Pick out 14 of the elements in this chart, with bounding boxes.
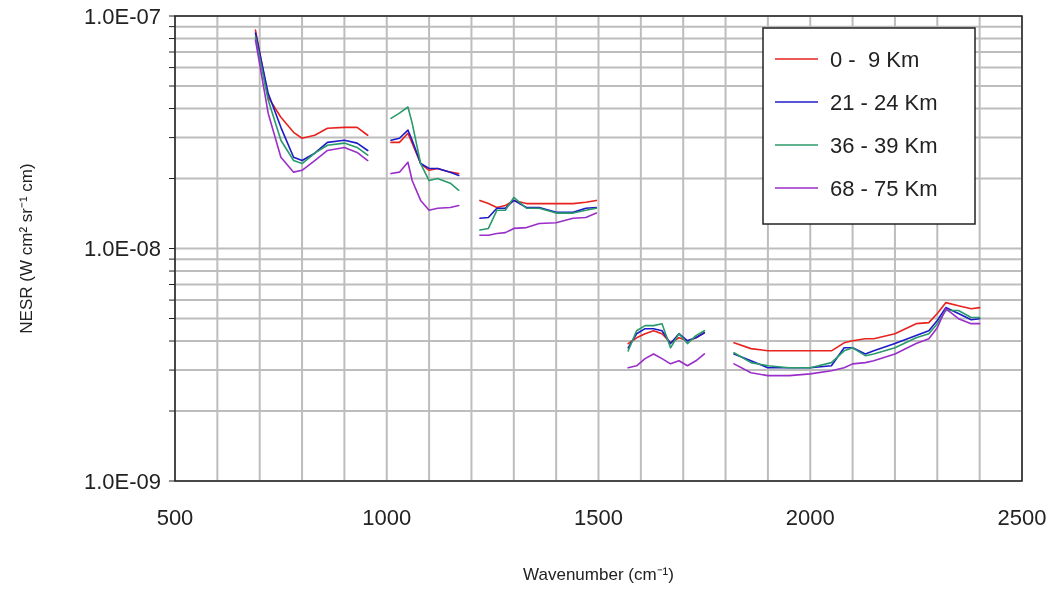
legend-label: 68 - 75 Km (830, 175, 938, 201)
y-tick-label: 1.0E-09 (83, 468, 161, 494)
x-tick-label: 1500 (574, 505, 623, 530)
y-axis-title: NESR (W cm² sr⁻¹ cm) (17, 163, 36, 334)
x-tick-label: 2000 (785, 505, 835, 530)
x-tick-label: 500 (156, 505, 194, 530)
x-tick-label: 2500 (997, 505, 1047, 530)
y-tick-label: 1.0E-07 (83, 3, 161, 29)
x-axis-title: Wavenumber (cm⁻¹) (523, 565, 674, 584)
legend-label: 0 - 9 Km (830, 46, 920, 72)
legend-label: 21 - 24 Km (830, 89, 938, 115)
legend-label: 36 - 39 Km (830, 132, 938, 158)
x-tick-label: 1000 (362, 505, 412, 530)
y-tick-label: 1.0E-08 (83, 236, 161, 262)
